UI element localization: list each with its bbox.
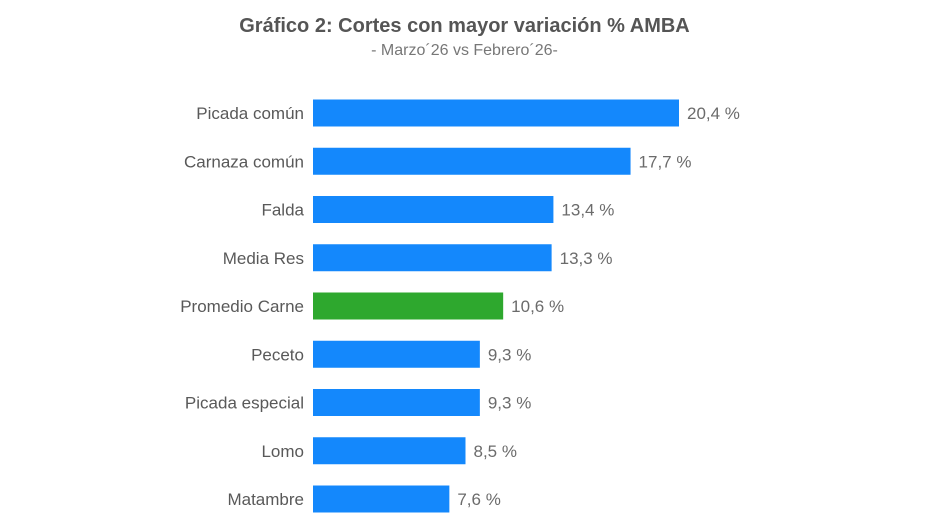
category-label: Media Res [223, 249, 304, 268]
bar [313, 292, 504, 320]
data-label: 13,3 % [560, 249, 613, 268]
data-label: 9,3 % [488, 394, 531, 413]
data-label: 20,4 % [687, 104, 740, 123]
category-label: Picada común [196, 104, 304, 123]
data-label: 10,6 % [511, 297, 564, 316]
category-label: Lomo [261, 442, 304, 461]
bar [313, 99, 679, 127]
bar [313, 244, 552, 272]
bar [313, 196, 554, 223]
bar [313, 389, 480, 416]
bar [313, 485, 450, 513]
data-label: 17,7 % [639, 152, 692, 171]
category-label: Matambre [227, 490, 304, 509]
data-label: 7,6 % [457, 490, 500, 509]
bar [313, 147, 631, 175]
chart-subtitle: - Marzo´26 vs Febrero´26- [371, 42, 558, 59]
data-label: 8,5 % [474, 442, 517, 461]
category-label: Peceto [251, 345, 304, 364]
chart-title: Gráfico 2: Cortes con mayor variación % … [239, 15, 690, 37]
category-label: Promedio Carne [180, 297, 304, 316]
category-label: Falda [261, 201, 304, 220]
data-label: 9,3 % [488, 345, 531, 364]
category-label: Carnaza común [184, 152, 304, 171]
category-label: Picada especial [185, 394, 304, 413]
bar [313, 437, 466, 465]
data-label: 13,4 % [561, 201, 614, 220]
bar [313, 340, 480, 368]
